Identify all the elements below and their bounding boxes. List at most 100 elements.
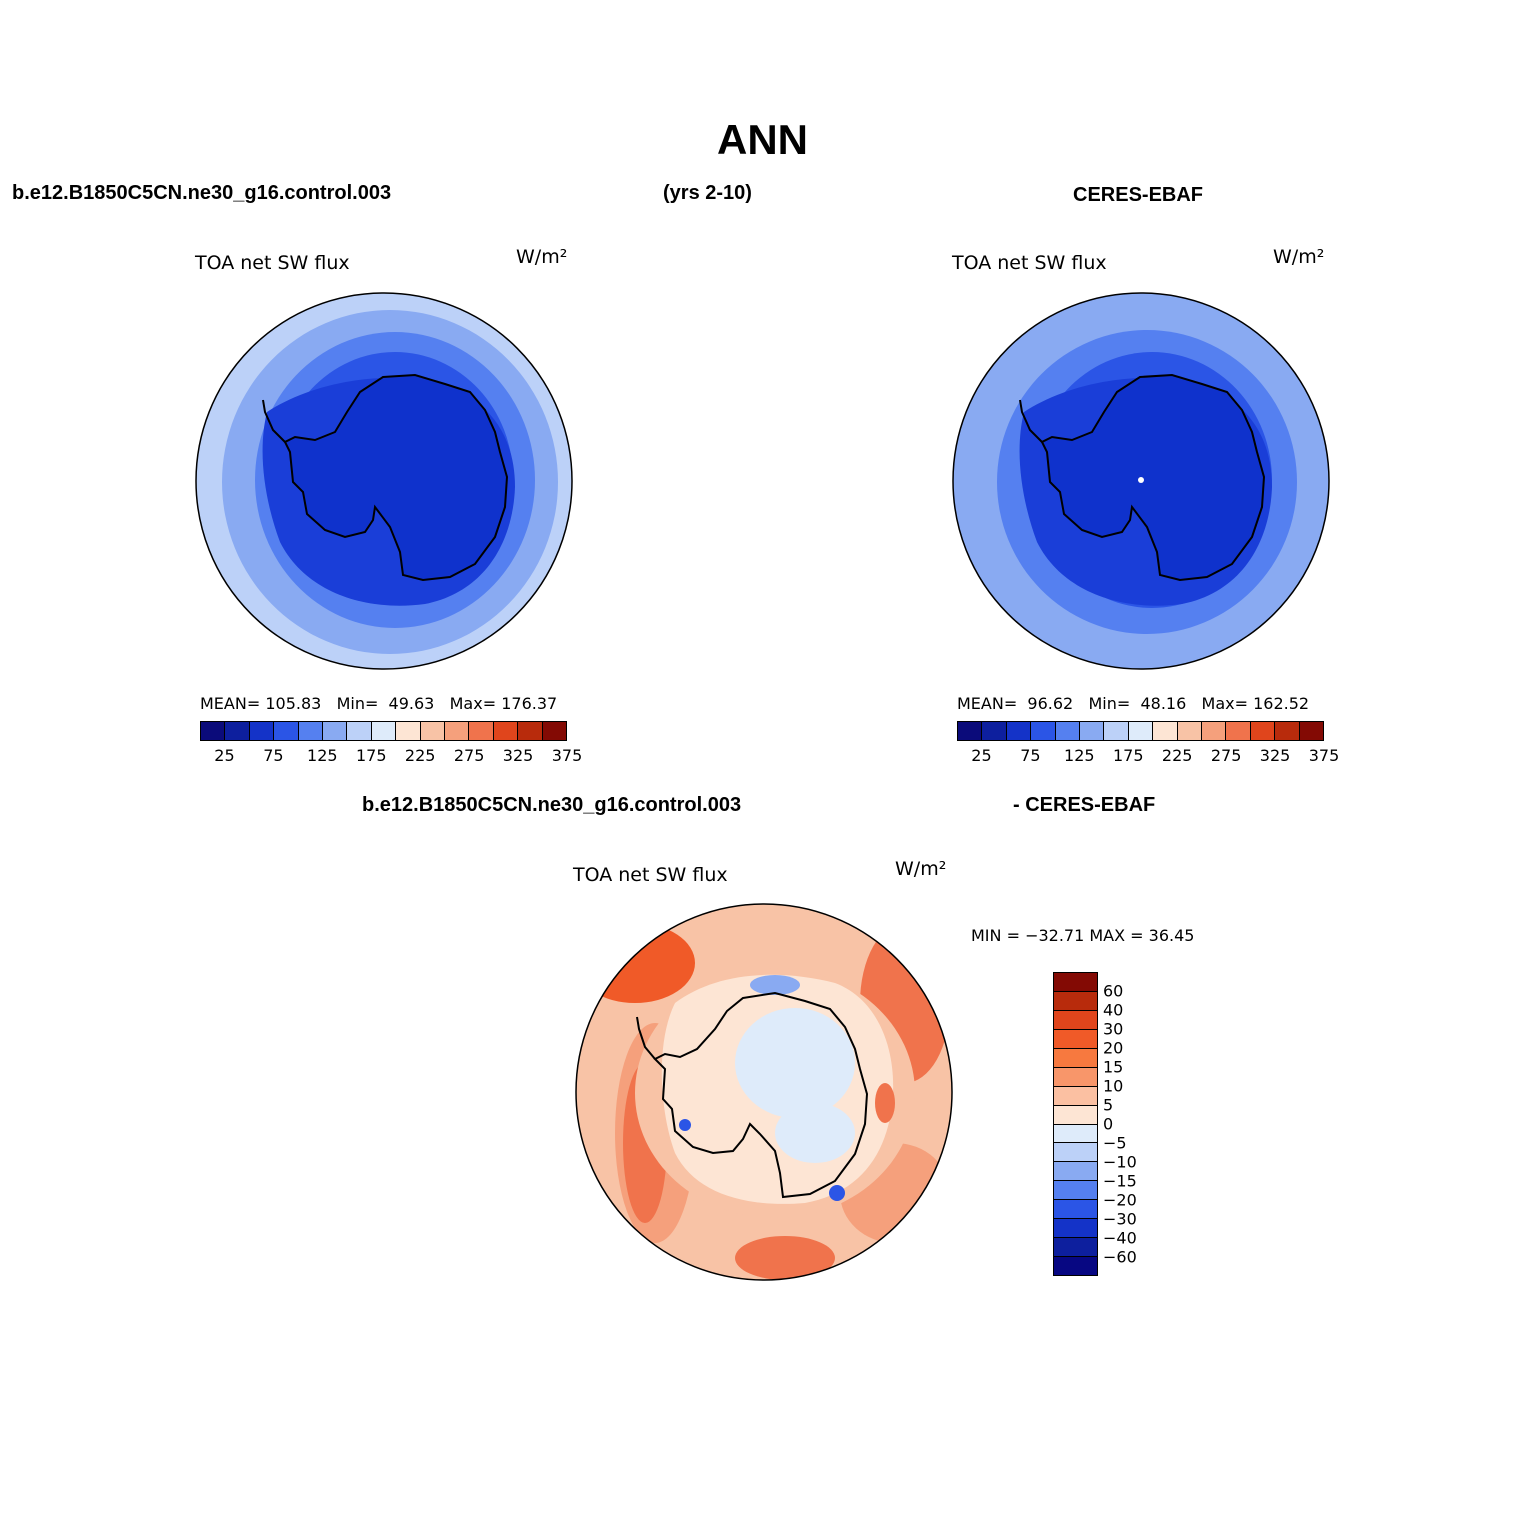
model-colorbar-cell <box>542 722 567 740</box>
obs-colorbar-cell <box>1104 722 1129 740</box>
model-colorbar-cell <box>445 722 470 740</box>
years-header: (yrs 2-10) <box>663 182 752 204</box>
obs-max-value: 162.52 <box>1253 694 1310 713</box>
obs-colorbar-cell <box>1299 722 1324 740</box>
model-colorbar-cell <box>371 722 397 740</box>
model-colorbar-tick-label: 325 <box>502 746 534 765</box>
diff-colorbar-cell <box>1054 1238 1097 1258</box>
diff-colorbar-tick-label: 15 <box>1103 1057 1124 1077</box>
figure-title: ANN <box>717 116 808 163</box>
model-colorbar-cell <box>274 722 299 740</box>
obs-antarctica-coastline <box>1019 373 1266 582</box>
model-colorbar-cell <box>493 722 519 740</box>
model-mean-label: MEAN= <box>200 694 261 713</box>
obs-mean-value: 96.62 <box>1027 694 1074 713</box>
obs-colorbar-cell <box>1128 722 1154 740</box>
diff-colorbar-tick-label: 60 <box>1103 981 1124 1001</box>
diff-header-right: - CERES-EBAF <box>1013 794 1156 816</box>
obs-stats-line: MEAN= 96.62 Min= 48.16 Max= 162.52 <box>957 694 1309 713</box>
obs-max-label: Max= <box>1201 694 1249 713</box>
model-colorbar-cell <box>469 722 494 740</box>
obs-min-value: 48.16 <box>1140 694 1187 713</box>
model-colorbar-cell <box>347 722 372 740</box>
model-colorbar-tick-label: 75 <box>263 746 284 765</box>
obs-colorbar-cell <box>1006 722 1032 740</box>
diff-colorbar-cell <box>1054 1181 1097 1201</box>
diff-colorbar-tick-label: −60 <box>1103 1247 1137 1267</box>
diff-colorbar-tick-label: 30 <box>1103 1019 1124 1039</box>
diff-colorbar-cell <box>1054 1029 1097 1049</box>
diff-colorbar-tick-label: 10 <box>1103 1076 1124 1096</box>
diff-colorbar-cell <box>1054 1010 1097 1030</box>
diff-colorbar-tick-label: −5 <box>1103 1133 1127 1153</box>
diff-colorbar-cell <box>1054 1200 1097 1220</box>
model-colorbar-cell <box>249 722 275 740</box>
diff-colorbar-tick-label: 40 <box>1103 1000 1124 1020</box>
model-colorbar-cell <box>518 722 543 740</box>
diff-colorbar-cell <box>1054 1105 1097 1125</box>
diff-colorbar-tick-label: −20 <box>1103 1190 1137 1210</box>
model-colorbar-cell <box>225 722 250 740</box>
model-colorbar-tick-label: 25 <box>214 746 235 765</box>
model-mean-value: 105.83 <box>265 694 322 713</box>
model-colorbar-ticks: 25 75 125 175 225 275 325 375 <box>200 746 582 766</box>
model-max-value: 176.37 <box>501 694 558 713</box>
obs-colorbar-cell <box>1202 722 1227 740</box>
diff-colorbar-tick-label: 5 <box>1103 1095 1114 1115</box>
diff-colorbar-tick-label: −40 <box>1103 1228 1137 1248</box>
model-colorbar-cell <box>323 722 348 740</box>
model-units-label: W/m² <box>516 246 568 268</box>
obs-colorbar-cell <box>982 722 1007 740</box>
diff-colorbar-tick-label: 0 <box>1103 1114 1114 1134</box>
model-case-header: b.e12.B1850C5CN.ne30_g16.control.003 <box>12 182 392 204</box>
obs-colorbar-tick-label: 275 <box>1210 746 1242 765</box>
model-colorbar-tick-label: 375 <box>551 746 583 765</box>
obs-colorbar-tick-label: 325 <box>1259 746 1291 765</box>
model-stats-line: MEAN= 105.83 Min= 49.63 Max= 176.37 <box>200 694 557 713</box>
diff-colorbar-cell <box>1054 1162 1097 1182</box>
obs-mean-label: MEAN= <box>957 694 1018 713</box>
diff-colorbar-tick-label: 20 <box>1103 1038 1124 1058</box>
model-colorbar-cell <box>396 722 421 740</box>
model-colorbar-cell <box>420 722 446 740</box>
model-min-label: Min= <box>336 694 379 713</box>
diff-colorbar-tick-label: −30 <box>1103 1209 1137 1229</box>
obs-colorbar-cell <box>1055 722 1081 740</box>
diff-colorbar-cell <box>1054 973 1097 992</box>
obs-colorbar-tick-label: 175 <box>1112 746 1144 765</box>
model-variable-label: TOA net SW flux <box>195 252 350 274</box>
diff-min-max: MIN = −32.71 MAX = 36.45 <box>971 926 1195 945</box>
obs-colorbar-tick-label: 225 <box>1161 746 1193 765</box>
diff-units-label: W/m² <box>895 858 947 880</box>
model-colorbar-cell <box>201 722 226 740</box>
diff-header-left: b.e12.B1850C5CN.ne30_g16.control.003 <box>362 794 742 816</box>
obs-colorbar-cell <box>1177 722 1203 740</box>
obs-colorbar-cell <box>1153 722 1178 740</box>
obs-colorbar <box>957 721 1324 741</box>
diff-colorbar-cell <box>1054 1143 1097 1163</box>
diff-colorbar <box>1053 972 1098 1276</box>
obs-colorbar-cell <box>958 722 983 740</box>
diff-colorbar-cell <box>1054 991 1097 1011</box>
model-max-label: Max= <box>449 694 497 713</box>
obs-colorbar-tick-label: 75 <box>1020 746 1041 765</box>
diff-colorbar-cell <box>1054 1086 1097 1106</box>
obs-colorbar-tick-label: 25 <box>971 746 992 765</box>
obs-min-label: Min= <box>1088 694 1131 713</box>
obs-colorbar-cell <box>1226 722 1251 740</box>
diff-colorbar-tick-label: −15 <box>1103 1171 1137 1191</box>
model-colorbar-tick-label: 175 <box>355 746 387 765</box>
diff-colorbar-cell <box>1054 1048 1097 1068</box>
diff-colorbar-tick-label: −10 <box>1103 1152 1137 1172</box>
obs-variable-label: TOA net SW flux <box>952 252 1107 274</box>
diff-colorbar-ticks: 60 40 30 20 15 10 5 0 −5 −10 −15 −20 −30 −40 −60 <box>1103 972 1163 1276</box>
obs-units-label: W/m² <box>1273 246 1325 268</box>
obs-colorbar-cell <box>1275 722 1300 740</box>
obs-colorbar-tick-label: 375 <box>1308 746 1340 765</box>
obs-colorbar-ticks: 25 75 125 175 225 275 325 375 <box>957 746 1339 766</box>
obs-colorbar-cell <box>1031 722 1056 740</box>
model-colorbar-cell <box>298 722 324 740</box>
diff-polar-map <box>575 903 953 1281</box>
model-colorbar-tick-label: 275 <box>453 746 485 765</box>
model-min-value: 49.63 <box>388 694 435 713</box>
